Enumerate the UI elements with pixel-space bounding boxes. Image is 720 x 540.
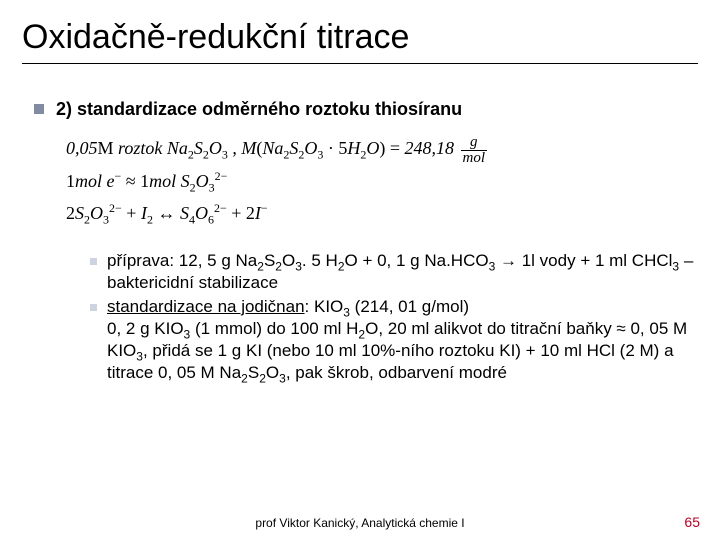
sub-item-1: příprava: 12, 5 g Na2S2O3. 5 H2O + 0, 1 … bbox=[90, 250, 698, 294]
sub-item-2-text: standardizace na jodičnan: KIO3 (214, 01… bbox=[107, 296, 697, 384]
bullet-item-1: 2) standardizace odměrného roztoku thios… bbox=[34, 98, 698, 121]
sub-bullet-list: příprava: 12, 5 g Na2S2O3. 5 H2O + 0, 1 … bbox=[90, 250, 698, 385]
small-square-bullet-icon bbox=[90, 304, 97, 311]
f2-one: 1 bbox=[66, 171, 75, 191]
content: 2) standardizace odměrného roztoku thios… bbox=[22, 74, 698, 384]
footer-text: prof Viktor Kanický, Analytická chemie I bbox=[0, 516, 720, 530]
sub-item-1-text: příprava: 12, 5 g Na2S2O3. 5 H2O + 0, 1 … bbox=[107, 250, 697, 294]
subheading: 2) standardizace odměrného roztoku thios… bbox=[56, 98, 462, 121]
f1-mw: 248,18 bbox=[405, 138, 455, 158]
square-bullet-icon bbox=[34, 104, 44, 114]
slide: Oxidačně-redukční titrace 2) standardiza… bbox=[0, 0, 720, 540]
page-title: Oxidačně-redukční titrace bbox=[22, 18, 698, 57]
formula-block: 0,05M roztok Na2S2O3 , M(Na2S2O3 · 5H2O)… bbox=[66, 133, 698, 229]
f1-val: 0,05 bbox=[66, 138, 98, 158]
title-block: Oxidačně-redukční titrace bbox=[22, 18, 698, 74]
formula-line-2: 1mol e− ≈ 1mol S2O32− bbox=[66, 166, 698, 198]
sub-item-2: standardizace na jodičnan: KIO3 (214, 01… bbox=[90, 296, 698, 384]
fraction-g-mol: gmol bbox=[461, 135, 488, 166]
formula-line-3: 2S2O32− + I2 ↔ S4O62− + 2I− bbox=[66, 198, 698, 230]
small-square-bullet-icon bbox=[90, 258, 97, 265]
double-arrow-icon: ↔ bbox=[157, 203, 175, 223]
f1-lbl: roztok Na bbox=[118, 138, 188, 158]
formula-line-1: 0,05M roztok Na2S2O3 , M(Na2S2O3 · 5H2O)… bbox=[66, 133, 698, 165]
page-number: 65 bbox=[684, 514, 700, 530]
title-rule bbox=[22, 63, 698, 64]
